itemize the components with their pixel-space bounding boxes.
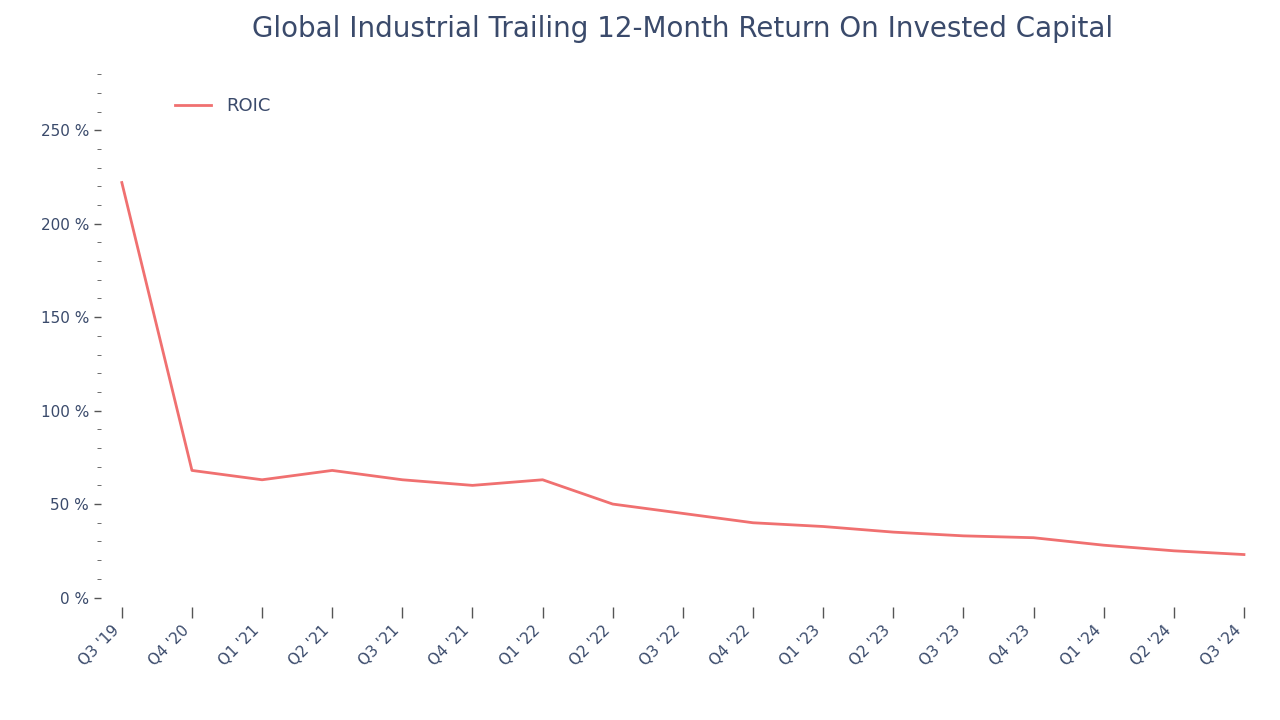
ROIC xyxy=(394,475,410,484)
ROIC xyxy=(605,500,621,508)
ROIC xyxy=(956,531,972,540)
ROIC xyxy=(815,522,831,531)
ROIC xyxy=(745,518,760,527)
ROIC xyxy=(1166,546,1181,555)
ROIC xyxy=(465,481,480,490)
ROIC xyxy=(1236,550,1252,559)
ROIC xyxy=(676,509,691,518)
ROIC xyxy=(255,475,270,484)
ROIC xyxy=(886,528,901,536)
ROIC xyxy=(325,466,340,474)
ROIC xyxy=(184,466,200,474)
ROIC xyxy=(535,475,550,484)
Title: Global Industrial Trailing 12-Month Return On Invested Capital: Global Industrial Trailing 12-Month Retu… xyxy=(252,15,1114,43)
ROIC xyxy=(1096,541,1111,549)
ROIC xyxy=(1025,534,1041,542)
Line: ROIC: ROIC xyxy=(122,183,1244,554)
Legend: ROIC: ROIC xyxy=(168,90,278,122)
ROIC xyxy=(114,179,129,187)
